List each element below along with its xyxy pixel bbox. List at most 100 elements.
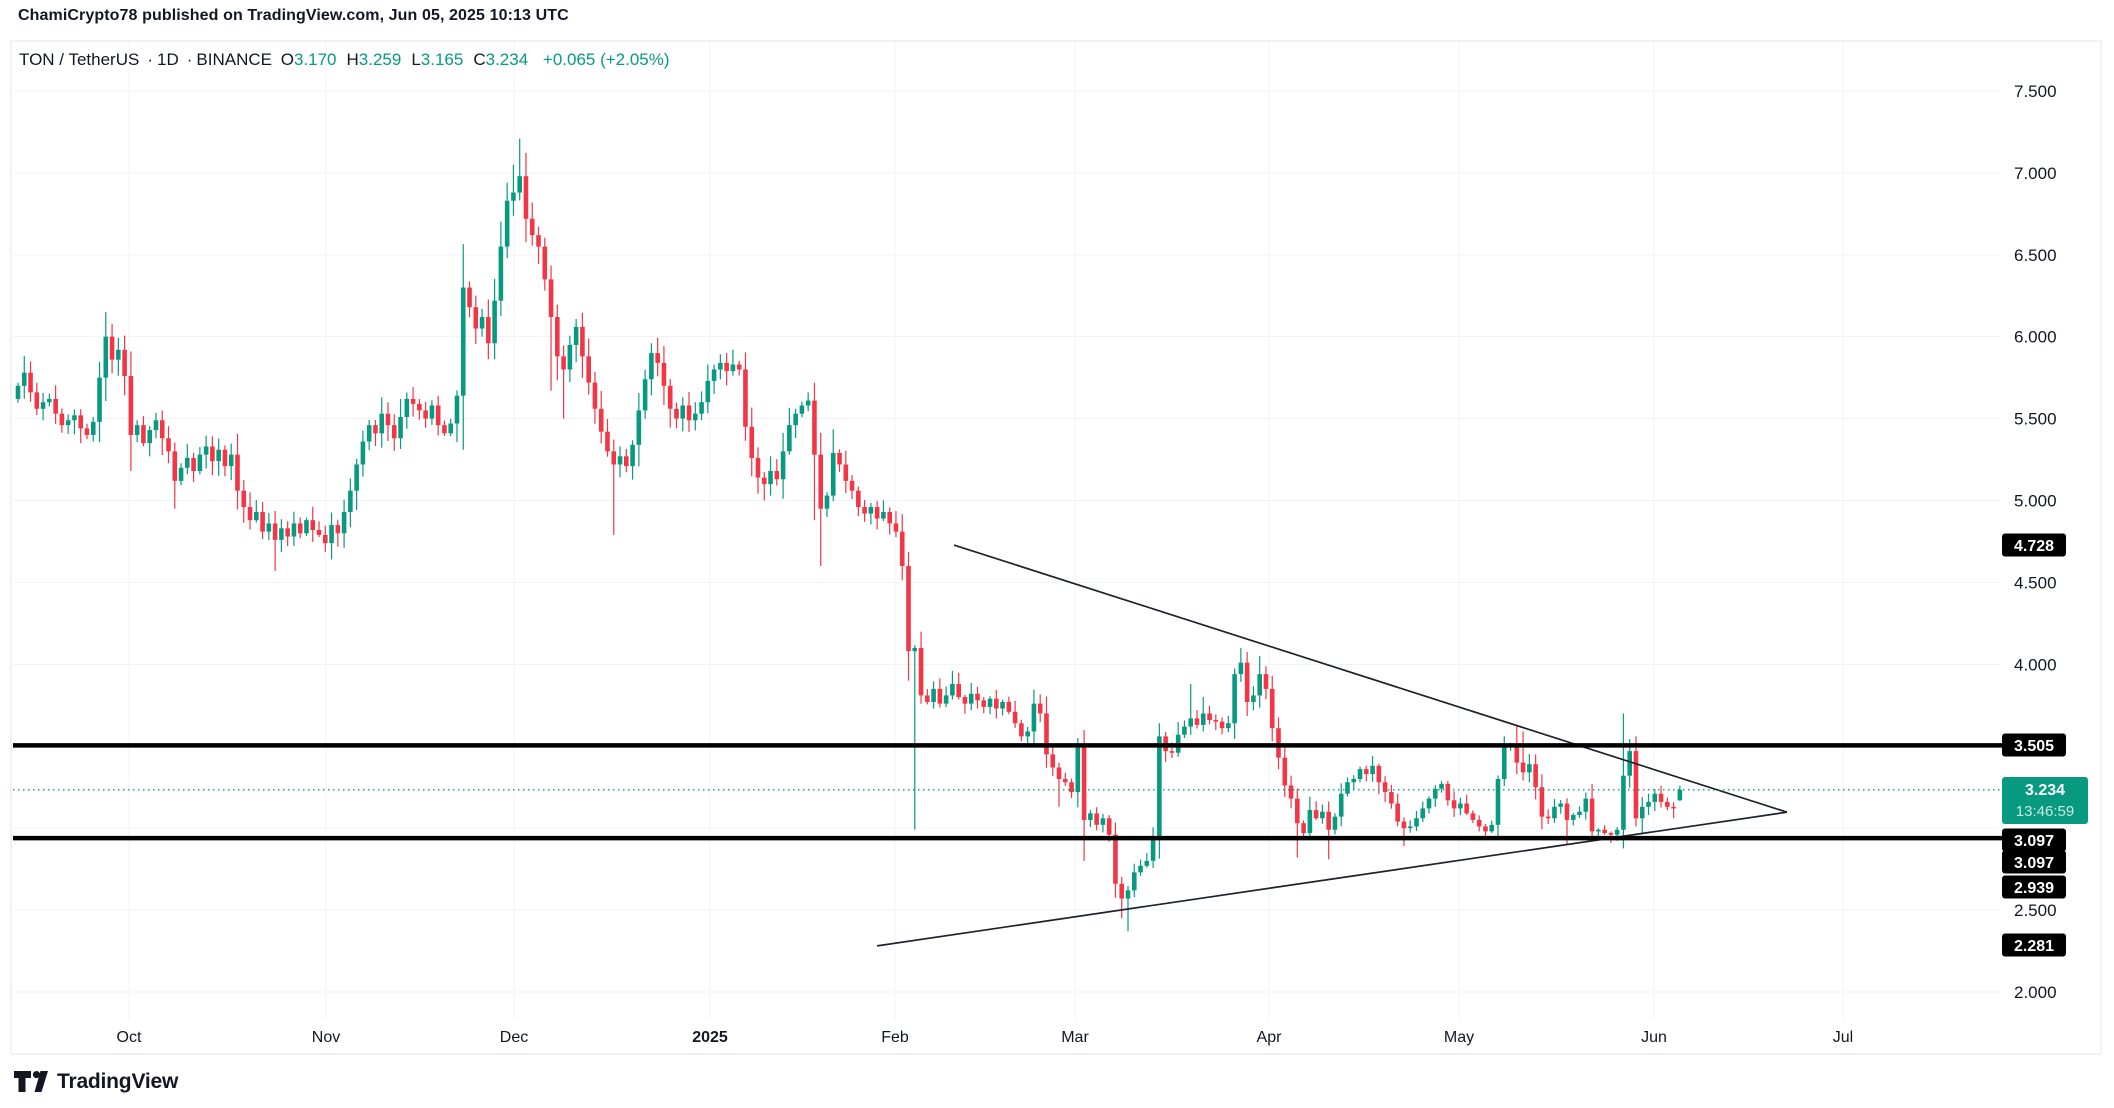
candle-body (724, 362, 729, 372)
candle-body (630, 444, 635, 467)
candle-body (147, 430, 152, 444)
candle-body (1025, 731, 1030, 737)
candle-body (423, 410, 428, 419)
candle-body (950, 683, 955, 696)
candle-body (893, 523, 899, 532)
time-tick-label: Apr (1257, 1029, 1283, 1046)
candle-body (341, 511, 347, 534)
price-line-label-text: 4.728 (2014, 538, 2054, 555)
candle-body (761, 477, 767, 485)
candle-body (1458, 803, 1463, 809)
candle-body (1081, 744, 1087, 820)
change-value: +0.065 (+2.05%) (542, 50, 670, 69)
candle-body (1520, 762, 1526, 773)
candle-body (1125, 890, 1131, 899)
candle-body (1219, 721, 1225, 729)
candle-body (818, 454, 824, 509)
legend-separator: · (147, 50, 153, 69)
candle-body (1445, 783, 1451, 801)
trendline-lower[interactable] (876, 811, 1788, 947)
candle-body (774, 471, 780, 480)
candle-body (1257, 674, 1262, 696)
time-axis[interactable] (13, 1021, 1998, 1054)
grid-layer (13, 42, 2000, 1020)
candle-body (90, 421, 96, 435)
candle-body (486, 317, 491, 344)
candle-body (994, 698, 999, 709)
candle-body (1282, 757, 1288, 786)
candle-body (197, 454, 203, 472)
candle-body (680, 405, 686, 419)
candle-body (1577, 811, 1582, 815)
candle-body (881, 511, 886, 519)
candle-body (1489, 824, 1495, 832)
candle-body (254, 511, 259, 521)
candle-body (686, 405, 692, 421)
current-price-label-bg (2002, 777, 2088, 824)
candle-body (1276, 728, 1281, 758)
candle-body (435, 405, 441, 426)
candle-body (1031, 703, 1037, 732)
candle-body (605, 431, 610, 452)
candle-body (856, 490, 861, 508)
price-line-label-text: 2.939 (2014, 880, 2054, 897)
candle-body (216, 449, 221, 462)
high-value: 3.259 (358, 50, 402, 69)
candle-body (793, 413, 798, 426)
open-label: O (280, 50, 294, 69)
candle-body (1476, 819, 1482, 827)
candle-body (1320, 811, 1325, 819)
candle-body (1213, 719, 1219, 722)
candle-body (529, 218, 535, 236)
candle-body (962, 697, 968, 704)
candle-body (1395, 803, 1400, 822)
price-line-label-text: 3.097 (2014, 855, 2054, 872)
candle-body (1345, 782, 1350, 794)
candle-body (1596, 829, 1601, 832)
tradingview-footer[interactable]: TradingView (14, 1066, 178, 1098)
candle-body (1232, 674, 1237, 724)
price-line-label: 2.939 (2002, 875, 2066, 899)
price-tick-label: 2.500 (2014, 901, 2057, 920)
candle-body (1012, 711, 1018, 724)
candle-body (78, 415, 84, 429)
candle-body (812, 400, 817, 455)
trendline-upper[interactable] (953, 544, 1788, 814)
price-tick-label: 2.000 (2014, 983, 2057, 1002)
candle-body (1301, 823, 1306, 834)
candle-body (868, 507, 874, 514)
price-tick-label: 7.000 (2014, 164, 2057, 183)
candle-body (555, 317, 560, 357)
candle-body (981, 700, 987, 707)
candle-body (467, 287, 472, 308)
candle-body (241, 490, 247, 508)
candle-body (906, 566, 911, 652)
candle-body (1307, 810, 1313, 834)
candle-body (28, 372, 33, 393)
candle-body (398, 416, 403, 439)
price-tick-label: 5.500 (2014, 410, 2057, 429)
price-line-label-text: 3.097 (2014, 833, 2054, 850)
candle-body (1665, 801, 1670, 807)
candle-body (780, 451, 786, 480)
time-tick-label: Oct (117, 1029, 142, 1046)
time-tick-label: May (1444, 1029, 1474, 1046)
candle-body (1088, 813, 1093, 820)
candle-body (1602, 829, 1607, 834)
attribution-bar: ChamiCrypto78 published on TradingView.c… (18, 7, 569, 25)
tradingview-wordmark: TradingView (57, 1070, 179, 1093)
price-axis-labels: 7.500 7.000 6.500 6.000 5.500 5.000 4.500 4.000… (2014, 82, 2057, 1002)
candle-body (1401, 821, 1407, 829)
candle-body (711, 369, 717, 381)
price-axis[interactable] (2000, 41, 2100, 1021)
candle-body (824, 495, 830, 509)
symbol-legend[interactable]: TON / TetherUS · 1D · BINANCE O3.170 H3.259 L3… (19, 50, 674, 70)
candle-body (322, 534, 328, 544)
candle-body (385, 413, 391, 426)
candle-body (918, 647, 924, 696)
price-line-label-bg (2002, 850, 2066, 874)
candle-body (1501, 746, 1507, 779)
candle-body (1439, 783, 1444, 789)
candle-body (479, 317, 485, 329)
